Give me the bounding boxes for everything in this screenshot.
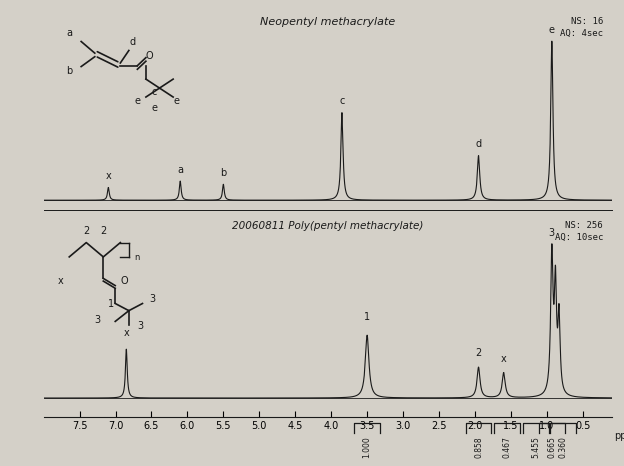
Text: x: x bbox=[105, 171, 111, 181]
Text: NS: 16
AQ: 4sec: NS: 16 AQ: 4sec bbox=[560, 17, 603, 38]
Text: b: b bbox=[220, 168, 227, 178]
Text: 0.360: 0.360 bbox=[558, 436, 567, 458]
Text: x: x bbox=[501, 354, 507, 364]
Text: 1.000: 1.000 bbox=[363, 436, 372, 458]
Text: NS: 256
AQ: 10sec: NS: 256 AQ: 10sec bbox=[555, 221, 603, 242]
Text: 0.665: 0.665 bbox=[547, 436, 557, 458]
Text: x: x bbox=[124, 328, 129, 338]
Text: a: a bbox=[177, 165, 183, 175]
Text: 3: 3 bbox=[548, 227, 555, 238]
Text: c: c bbox=[339, 96, 344, 106]
Text: ppm: ppm bbox=[615, 431, 624, 441]
Text: 20060811 Poly(pentyl methacrylate): 20060811 Poly(pentyl methacrylate) bbox=[232, 221, 423, 231]
Text: 2: 2 bbox=[475, 348, 482, 358]
Text: 5.455: 5.455 bbox=[532, 436, 540, 458]
Text: Neopentyl methacrylate: Neopentyl methacrylate bbox=[260, 17, 395, 27]
Text: d: d bbox=[475, 139, 482, 149]
Text: 0.858: 0.858 bbox=[474, 436, 483, 458]
Text: 1: 1 bbox=[364, 312, 370, 322]
Text: 0.467: 0.467 bbox=[503, 436, 512, 458]
Text: e: e bbox=[549, 25, 555, 35]
